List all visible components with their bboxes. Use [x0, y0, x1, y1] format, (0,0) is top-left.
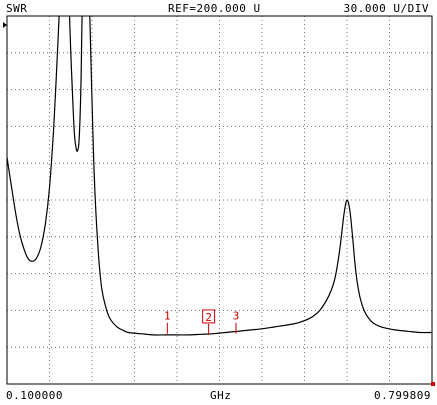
- scale-per-division-label: 30.000 U/DIV: [343, 2, 429, 15]
- reference-level-arrow: [3, 22, 7, 28]
- reference-level-label: REF=200.000 U: [168, 2, 261, 15]
- stop-edge-tick: [431, 382, 435, 386]
- stop-frequency-label: 0.799809: [374, 389, 431, 402]
- parameter-label: SWR: [6, 2, 28, 15]
- markers: 1 2 3: [164, 309, 240, 335]
- swr-trace-line: [7, 16, 432, 336]
- marker-3-label: 3: [233, 310, 240, 323]
- start-frequency-label: 0.100000: [6, 389, 63, 402]
- plot-frame: [6, 15, 433, 385]
- frequency-unit-label: GHz: [210, 389, 232, 402]
- marker-1-label: 1: [164, 310, 171, 323]
- marker-2-label: 2: [205, 311, 212, 324]
- active-marker-box: [202, 309, 216, 324]
- grid: [7, 16, 432, 384]
